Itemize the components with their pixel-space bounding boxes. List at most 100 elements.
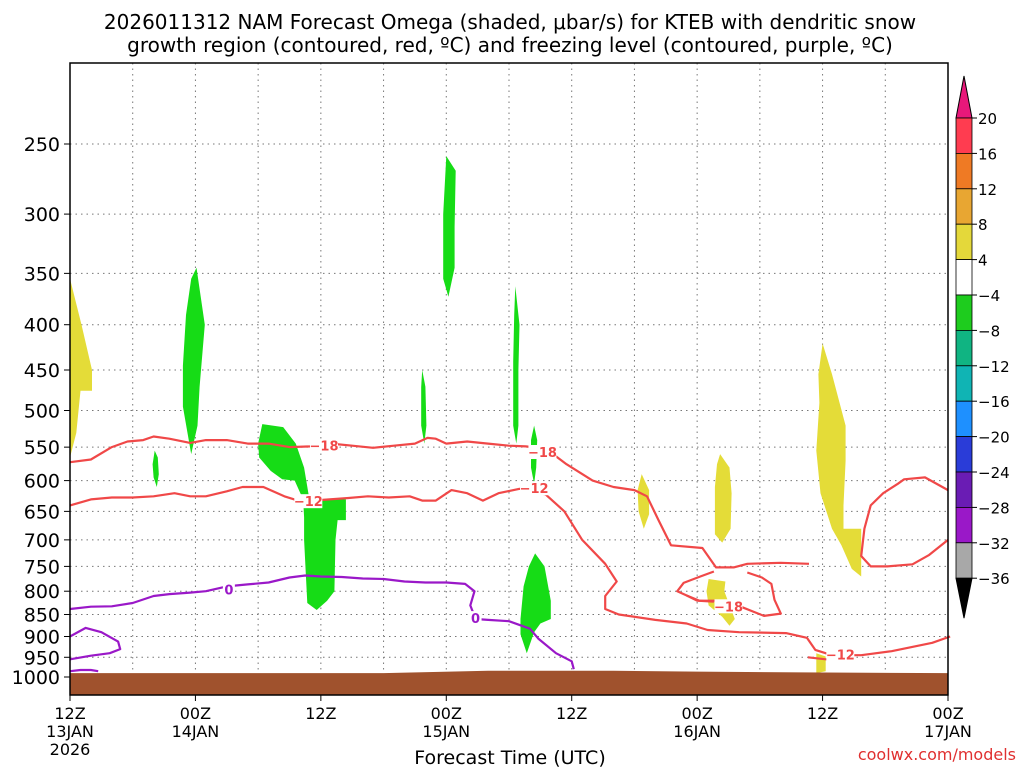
x-tick-date-label: 13JAN [46, 722, 94, 741]
y-tick-label: 600 [24, 471, 60, 493]
contour-label: −18 [528, 446, 557, 461]
colorbar-level-label: 4 [978, 252, 988, 270]
dgz-contour [69, 485, 951, 657]
y-axis-ticks: 2503003504004505005506006507007508008509… [12, 134, 70, 689]
colorbar-segment [955, 365, 973, 402]
y-tick-label: 250 [24, 134, 60, 156]
contour-label-bg [222, 582, 235, 597]
plot-frame [69, 62, 949, 696]
contour-label: −12 [294, 495, 323, 510]
omega-region-green [258, 424, 346, 610]
chart-title-line-2: growth region (contoured, red, ºC) and f… [127, 33, 893, 57]
colorbar-level-label: −16 [978, 393, 1010, 411]
omega-shading [70, 156, 862, 674]
contour-label: 0 [471, 612, 480, 627]
colorbar-level-label: −4 [978, 287, 1000, 305]
y-tick-label: 850 [24, 605, 60, 627]
x-tick-label: 00Z [180, 704, 211, 723]
omega-region-green [421, 370, 427, 444]
chart-title-line-1: 2026011312 NAM Forecast Omega (shaded, μ… [104, 10, 916, 34]
x-tick-date-label: 17JAN [924, 722, 972, 741]
colorbar-segment [955, 188, 973, 225]
omega-region-yellow [816, 653, 826, 674]
x-tick-date-label: 16JAN [673, 722, 721, 741]
colorbar-segment [955, 471, 973, 508]
ground-surface [70, 670, 948, 695]
contour-label-bg [520, 481, 549, 496]
y-tick-label: 300 [24, 204, 60, 226]
contour-label-bg [294, 494, 323, 509]
freezing-level-contour [69, 574, 575, 670]
x-tick-year-label: 2026 [50, 740, 91, 759]
x-axis-label: Forecast Time (UTC) [414, 747, 605, 768]
y-tick-label: 1000 [12, 667, 60, 689]
colorbar-bottom-arrow [955, 577, 973, 619]
dgz-contour [69, 435, 810, 569]
x-tick-label: 00Z [431, 704, 462, 723]
colorbar-level-label: −32 [978, 535, 1010, 553]
contour-label: 0 [224, 583, 233, 598]
y-tick-label: 350 [24, 263, 60, 285]
colorbar-segment [955, 506, 973, 544]
x-tick-label: 12Z [54, 704, 85, 723]
colorbar-segment [955, 259, 973, 296]
contour-label-bg [714, 599, 743, 614]
omega-region-green [443, 156, 456, 297]
colorbar-segment [955, 329, 973, 367]
omega-region-green [182, 267, 205, 455]
contour-label: −12 [826, 648, 855, 663]
colorbar-level-label: −8 [978, 322, 1000, 340]
omega-region-yellow [816, 343, 862, 577]
x-tick-label: 12Z [305, 704, 336, 723]
y-tick-label: 750 [24, 556, 60, 578]
y-tick-label: 800 [24, 581, 60, 603]
omega-region-green [513, 286, 520, 444]
colorbar-level-label: 20 [978, 110, 997, 128]
colorbar-level-label: −36 [978, 570, 1010, 588]
colorbar-level-label: 12 [978, 181, 997, 199]
contour-lines: −18 −18 −12 −12 −12 −18 0 0 [69, 435, 951, 673]
x-tick-label: 00Z [932, 704, 963, 723]
contour-label-bg [826, 647, 855, 662]
y-tick-label: 550 [24, 437, 60, 459]
colorbar-level-label: −24 [978, 464, 1010, 482]
contour-label-bg [309, 438, 338, 453]
y-tick-label: 700 [24, 530, 60, 552]
colorbar-top-arrow [955, 75, 973, 119]
omega-region-yellow [637, 474, 650, 529]
x-tick-date-label: 15JAN [422, 722, 470, 741]
y-tick-label: 950 [24, 647, 60, 669]
y-tick-label: 500 [24, 401, 60, 423]
freezing-level-contour [69, 626, 122, 661]
dgz-contour [860, 476, 949, 568]
omega-region-yellow [70, 278, 92, 458]
colorbar-level-label: 16 [978, 145, 997, 163]
colorbar-level-label: −12 [978, 358, 1010, 376]
omega-region-green [152, 450, 159, 487]
plot-area: −18 −18 −12 −12 −12 −18 0 0 [69, 62, 951, 696]
credit-label: coolwx.com/models [858, 745, 1016, 764]
colorbar-level-label: −28 [978, 499, 1010, 517]
colorbar-level-label: −20 [978, 429, 1010, 447]
x-tick-label: 00Z [681, 704, 712, 723]
dgz-contour [686, 594, 714, 603]
grid-lines [69, 63, 949, 695]
colorbar-segment [955, 223, 973, 260]
colorbar-segment [955, 117, 973, 154]
y-tick-label: 450 [24, 360, 60, 382]
colorbar-segment [955, 542, 973, 579]
colorbar-segment [955, 436, 973, 473]
x-tick-date-label: 14JAN [172, 722, 220, 741]
contour-label-bg [528, 445, 557, 460]
y-tick-label: 650 [24, 501, 60, 523]
contour-label: −18 [714, 600, 743, 615]
y-tick-label: 400 [24, 315, 60, 337]
colorbar-segment [955, 152, 973, 190]
y-tick-label: 900 [24, 626, 60, 648]
contour-label: −18 [310, 440, 339, 455]
x-tick-label: 12Z [807, 704, 838, 723]
omega-colorbar: 20 16 12 8 4 −4 −8 −12 −16 −20 −24 −28 −32 −36 [955, 75, 1010, 619]
omega-region-yellow [714, 454, 732, 543]
